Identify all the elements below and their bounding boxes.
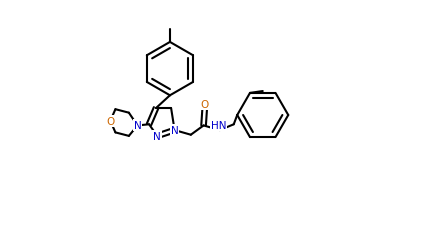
Text: N: N (133, 121, 141, 131)
Text: N: N (170, 125, 178, 136)
Text: O: O (200, 99, 208, 109)
Text: O: O (106, 116, 114, 126)
Text: HN: HN (210, 121, 226, 131)
Text: N: N (153, 131, 161, 141)
